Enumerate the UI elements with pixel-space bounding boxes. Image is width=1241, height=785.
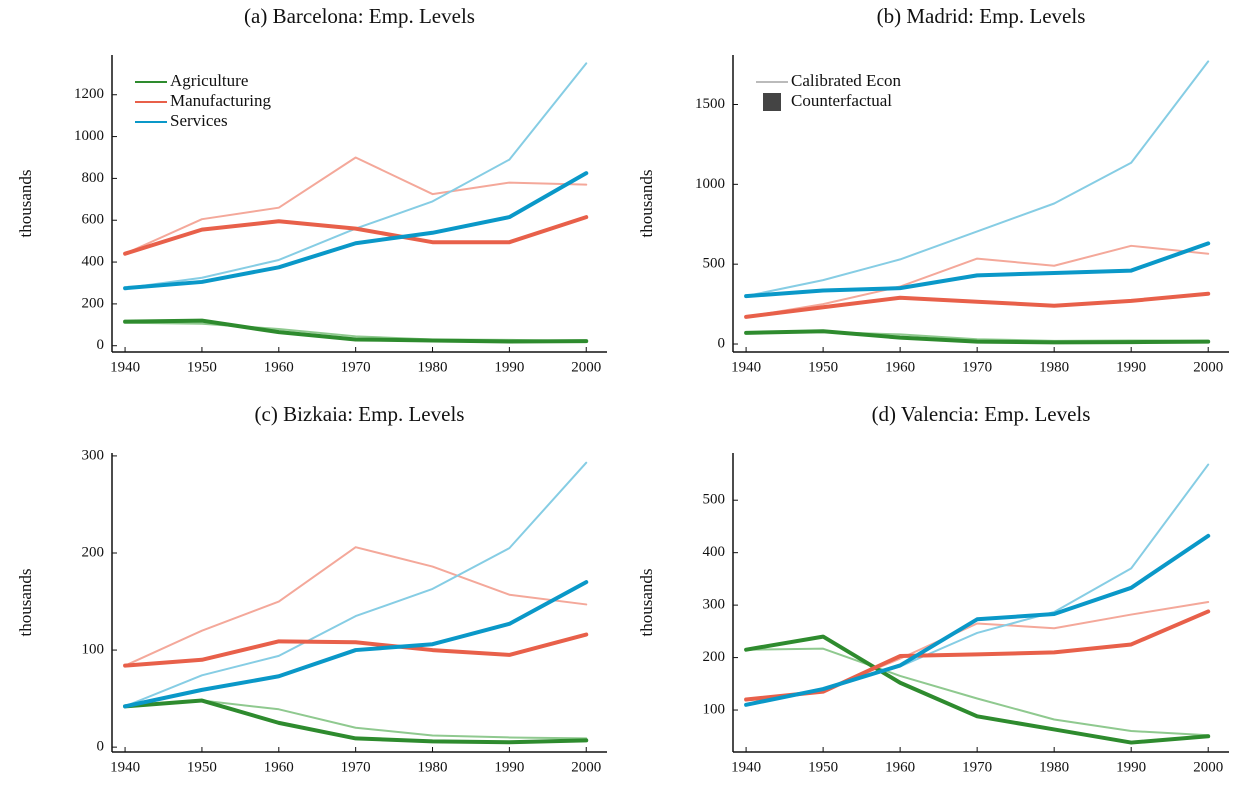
x-tick-label: 1950 [808, 359, 838, 375]
series-line [745, 244, 1210, 318]
y-tick-label: 1500 [695, 96, 725, 112]
series-line [744, 533, 1211, 707]
x-tick-label: 1960 [885, 359, 915, 375]
x-tick-label: 1980 [1039, 359, 1069, 375]
x-tick-label: 2000 [571, 359, 601, 375]
series-line [124, 546, 588, 667]
x-tick-label: 1990 [494, 759, 524, 775]
y-tick-label: 500 [703, 256, 726, 272]
y-tick-label: 100 [82, 642, 105, 658]
y-axis-label: thousands [16, 170, 35, 238]
y-tick-label: 300 [82, 447, 105, 463]
chart-title: (c) Bizkaia: Emp. Levels [255, 402, 465, 426]
y-tick-label: 400 [82, 254, 105, 270]
series-line [123, 698, 589, 745]
x-tick-label: 2000 [571, 759, 601, 775]
series-line [744, 609, 1211, 702]
x-tick-label: 1940 [110, 359, 140, 375]
series-line [124, 699, 588, 740]
x-tick-label: 1960 [264, 359, 294, 375]
x-tick-label: 1980 [1039, 759, 1069, 775]
x-tick-label: 1970 [341, 359, 371, 375]
x-tick-label: 1940 [731, 359, 761, 375]
y-tick-label: 300 [703, 597, 726, 613]
x-tick-label: 1960 [885, 759, 915, 775]
x-tick-label: 1950 [808, 759, 838, 775]
y-axis-label: thousands [637, 170, 656, 238]
series-line [123, 580, 589, 709]
y-tick-label: 200 [82, 295, 105, 311]
y-tick-label: 1000 [695, 176, 725, 192]
x-tick-label: 2000 [1193, 359, 1223, 375]
y-tick-label: 200 [703, 649, 726, 665]
x-tick-label: 2000 [1193, 759, 1223, 775]
series-line [123, 171, 589, 291]
series-line [123, 318, 589, 344]
series-line [745, 647, 1210, 737]
series-line [123, 215, 589, 256]
y-tick-label: 1200 [74, 86, 104, 102]
series-line [745, 600, 1210, 701]
y-tick-label: 200 [82, 544, 105, 560]
chart-title: (b) Madrid: Emp. Levels [877, 4, 1086, 28]
y-axis-label: thousands [16, 569, 35, 637]
y-tick-label: 0 [718, 335, 726, 351]
series-line [744, 634, 1211, 745]
x-tick-label: 1940 [731, 759, 761, 775]
series-line [745, 60, 1210, 298]
legend-label: Counterfactual [791, 91, 892, 110]
chart-title: (d) Valencia: Emp. Levels [872, 402, 1091, 426]
legend-label: Calibrated Econ [791, 71, 901, 90]
series-line [124, 156, 588, 255]
y-tick-label: 800 [82, 170, 105, 186]
y-tick-label: 0 [97, 337, 105, 353]
x-tick-label: 1970 [962, 359, 992, 375]
series-line [124, 461, 588, 708]
series-line [744, 291, 1211, 319]
x-tick-label: 1950 [187, 759, 217, 775]
x-tick-label: 1970 [962, 759, 992, 775]
legend-label: Services [170, 111, 228, 130]
series-line [744, 241, 1211, 299]
y-tick-label: 1000 [74, 128, 104, 144]
legend-swatch [763, 93, 781, 111]
x-tick-label: 1980 [418, 759, 448, 775]
y-tick-label: 0 [97, 739, 105, 755]
legend-label: Manufacturing [170, 91, 272, 110]
y-tick-label: 600 [82, 212, 105, 228]
y-tick-label: 100 [703, 701, 726, 717]
series-line [744, 329, 1211, 345]
x-tick-label: 1990 [1116, 359, 1146, 375]
y-tick-label: 500 [703, 492, 726, 508]
legend-label: Agriculture [170, 71, 248, 90]
x-tick-label: 1980 [418, 359, 448, 375]
x-tick-label: 1940 [110, 759, 140, 775]
x-tick-label: 1950 [187, 359, 217, 375]
chart-title: (a) Barcelona: Emp. Levels [244, 4, 475, 28]
x-tick-label: 1990 [494, 359, 524, 375]
y-tick-label: 400 [703, 544, 726, 560]
x-tick-label: 1970 [341, 759, 371, 775]
x-tick-label: 1960 [264, 759, 294, 775]
y-axis-label: thousands [637, 569, 656, 637]
x-tick-label: 1990 [1116, 759, 1146, 775]
series-line [123, 632, 589, 668]
